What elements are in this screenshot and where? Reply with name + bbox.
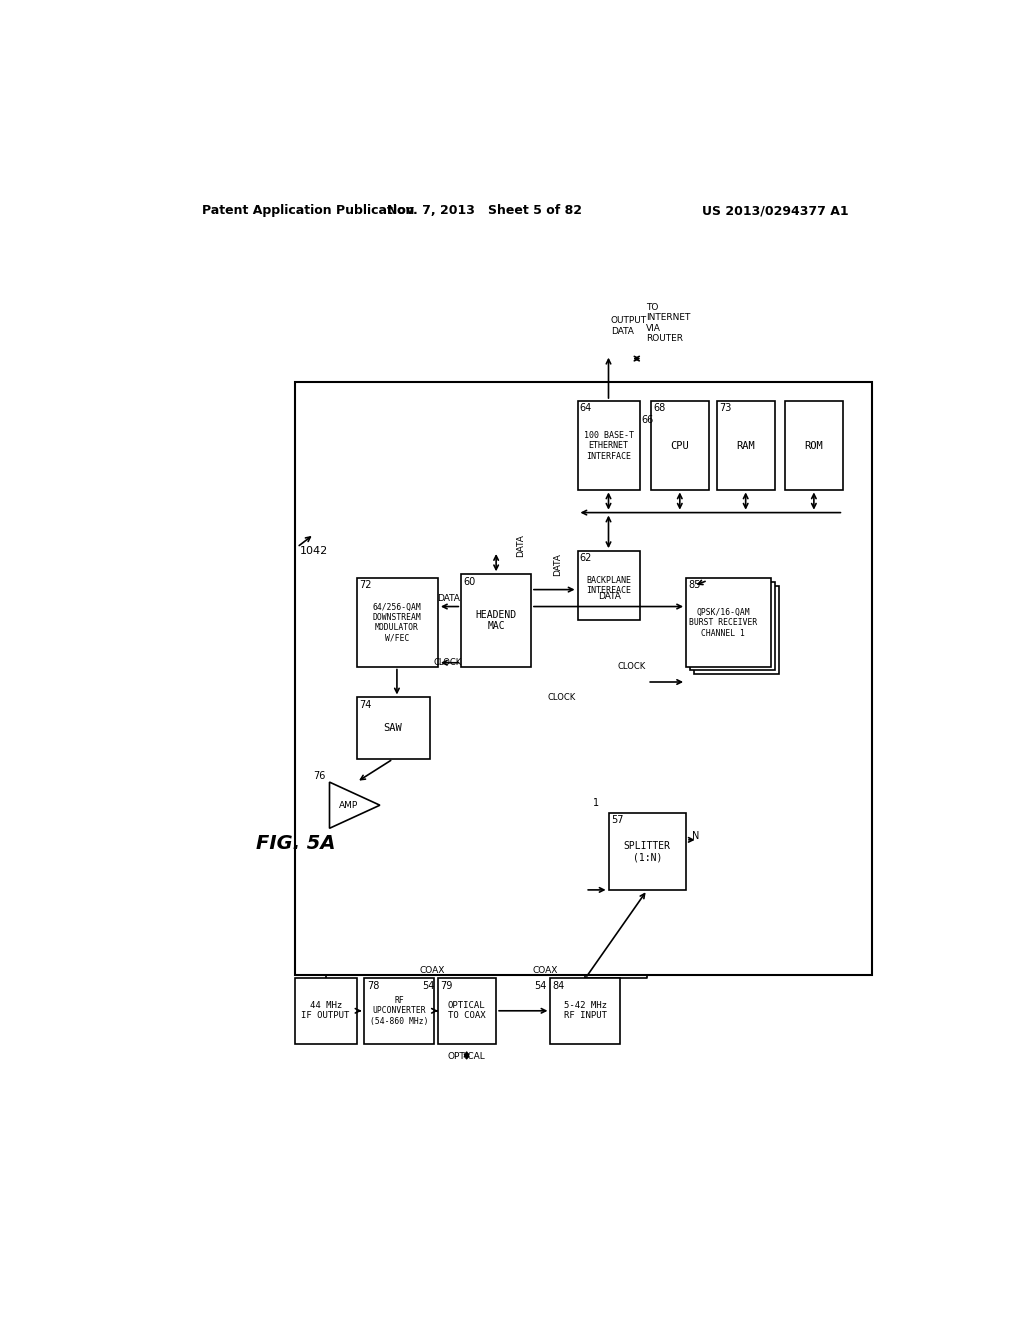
Polygon shape [330,781,380,829]
Text: SPLITTER
(1:N): SPLITTER (1:N) [624,841,671,862]
Bar [461,574,531,667]
Text: 66: 66 [641,416,653,425]
Text: 54: 54 [422,981,434,991]
Text: 64: 64 [580,404,592,413]
Bar [686,578,771,667]
Text: 100 BASE-T
ETHERNET
INTERFACE: 100 BASE-T ETHERNET INTERFACE [584,430,634,461]
Text: CLOCK: CLOCK [617,663,646,671]
Text: QPSK/16-QAM
BURST RECEIVER
CHANNEL 1: QPSK/16-QAM BURST RECEIVER CHANNEL 1 [689,607,758,638]
Bar [295,381,872,974]
Text: SAW: SAW [384,723,402,733]
Text: 1: 1 [593,797,599,808]
Text: 5-42 MHz
RF INPUT: 5-42 MHz RF INPUT [564,1001,607,1020]
Text: AMP: AMP [339,801,358,809]
Text: RF
UPCONVERTER
(54-860 MHz): RF UPCONVERTER (54-860 MHz) [370,995,428,1026]
Text: 1042: 1042 [300,546,329,556]
Text: DATA: DATA [599,593,622,601]
Bar [693,586,779,675]
Text: OPTICAL: OPTICAL [447,1052,485,1060]
Text: DATA: DATA [553,553,562,576]
Text: 54: 54 [535,981,547,991]
Text: 85: 85 [688,581,700,590]
Text: 74: 74 [359,700,372,710]
Text: US 2013/0294377 A1: US 2013/0294377 A1 [702,205,849,218]
Text: Nov. 7, 2013   Sheet 5 of 82: Nov. 7, 2013 Sheet 5 of 82 [387,205,582,218]
Text: COAX: COAX [420,966,445,974]
Bar [550,978,621,1044]
Text: 44 MHz
IF OUTPUT: 44 MHz IF OUTPUT [301,1001,350,1020]
Text: OPTICAL
TO COAX: OPTICAL TO COAX [447,1001,485,1020]
Bar [608,813,686,890]
Text: OUTPUT
DATA: OUTPUT DATA [611,315,647,335]
Text: TO
INTERNET
VIA
ROUTER: TO INTERNET VIA ROUTER [646,304,690,343]
Text: 79: 79 [440,981,453,991]
Text: DATA: DATA [516,535,525,557]
Text: 62: 62 [580,553,592,564]
Text: 64/256-QAM
DOWNSTREAM
MODULATOR
W/FEC: 64/256-QAM DOWNSTREAM MODULATOR W/FEC [373,603,421,643]
Text: HEADEND
MAC: HEADEND MAC [475,610,517,631]
Text: 73: 73 [719,404,732,413]
Text: RAM: RAM [736,441,755,450]
Bar [785,401,844,490]
Text: 84: 84 [553,981,565,991]
Text: N: N [692,832,699,841]
Text: CLOCK: CLOCK [434,659,462,667]
Text: CLOCK: CLOCK [548,693,577,702]
Text: 68: 68 [653,404,666,413]
Bar [365,978,434,1044]
Text: CPU: CPU [671,441,689,450]
Bar [295,978,356,1044]
Text: 60: 60 [464,577,476,586]
Bar [438,978,496,1044]
Text: 76: 76 [313,771,326,780]
Text: 72: 72 [359,581,372,590]
Bar [651,401,710,490]
Text: BACKPLANE
INTERFACE: BACKPLANE INTERFACE [586,576,631,595]
Bar [578,552,640,620]
Text: 57: 57 [611,816,624,825]
Text: FIG. 5A: FIG. 5A [256,834,336,853]
Text: Patent Application Publication: Patent Application Publication [202,205,414,218]
Bar [356,697,430,759]
Text: DATA: DATA [436,594,460,603]
Bar [690,582,775,671]
Text: ROM: ROM [805,441,823,450]
Bar [578,401,640,490]
Text: 78: 78 [367,981,379,991]
Bar [717,401,775,490]
Bar [356,578,438,667]
Text: COAX: COAX [532,966,558,974]
